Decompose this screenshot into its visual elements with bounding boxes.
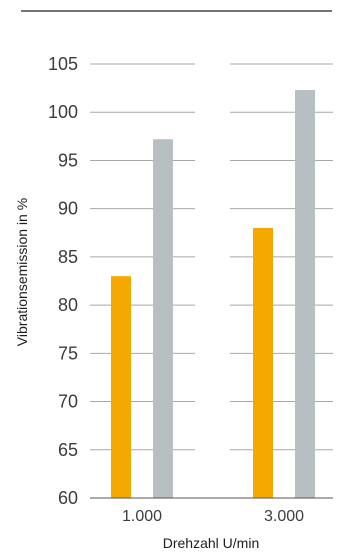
x-axis-title: Drehzahl U/min [163,535,259,551]
y-tick-label: 80 [58,295,78,315]
y-tick-labels: 60 65 70 75 80 85 90 95 100 105 [48,54,78,508]
bars [111,90,315,498]
y-tick-label: 65 [58,440,78,460]
y-tick-label: 95 [58,150,78,170]
y-tick-label: 70 [58,392,78,412]
x-tick-label: 1.000 [122,508,162,525]
y-tick-label: 75 [58,343,78,363]
bar [111,276,131,498]
x-tick-labels: 1.000 3.000 [122,508,304,525]
y-axis-title: Vibrationsemission in % [14,198,30,346]
bar [295,90,315,498]
y-tick-label: 60 [58,488,78,508]
y-tick-label: 85 [58,247,78,267]
bar [253,227,273,498]
y-tick-label: 100 [48,102,78,122]
bar [153,139,173,498]
x-tick-label: 3.000 [264,508,304,525]
y-tick-label: 90 [58,199,78,219]
gridlines [90,63,333,451]
y-tick-label: 105 [48,54,78,74]
